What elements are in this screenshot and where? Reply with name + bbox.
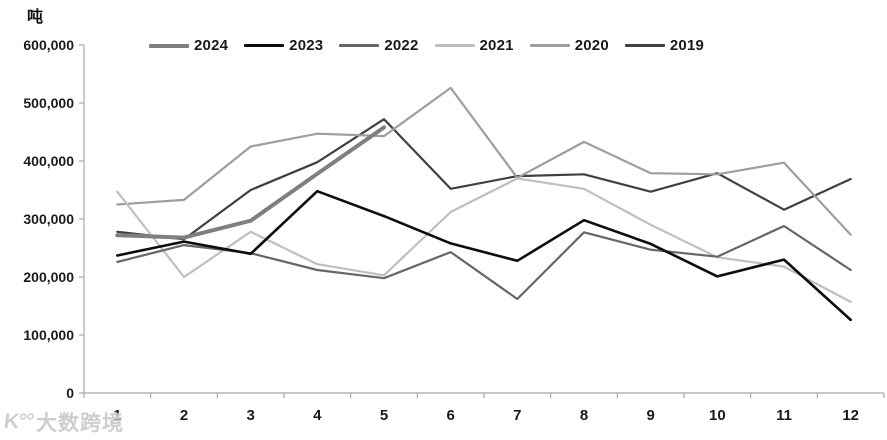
x-axis-tick-label: 12 (842, 407, 859, 424)
legend-label: 2023 (289, 37, 324, 54)
series-line-2021 (116, 177, 852, 303)
x-axis-tick-label: 7 (513, 407, 521, 424)
x-axis-tick-label: 5 (380, 407, 388, 424)
legend-swatch-2022 (339, 44, 380, 47)
legend-label: 2022 (384, 37, 419, 54)
legend-label: 2020 (574, 37, 609, 54)
x-axis-tick-label: 2 (180, 407, 188, 424)
series-line-2019 (116, 118, 852, 241)
legend-swatch-2023 (244, 44, 285, 47)
x-axis-tick-label: 8 (580, 407, 588, 424)
legend-item-2021: 2021 (434, 37, 514, 54)
y-axis-tick-label: 300,000 (23, 211, 74, 227)
x-axis-tick-label: 10 (709, 407, 726, 424)
y-axis-tick-label: 400,000 (23, 153, 74, 169)
y-axis-tick-label: 200,000 (23, 269, 74, 285)
legend-swatch-2019 (624, 44, 665, 47)
x-axis-tick-label: 9 (646, 407, 654, 424)
legend: 2024 2023 2022 2021 2020 2019 (149, 37, 704, 54)
x-axis-tick-label: 6 (446, 407, 454, 424)
series-line-2023 (116, 189, 853, 322)
series-line-2024 (115, 125, 386, 240)
watermark-logo-icon: K°° (2, 410, 35, 433)
x-axis-tick-label: 3 (246, 407, 254, 424)
y-axis-tick-label: 500,000 (23, 95, 74, 111)
legend-item-2019: 2019 (624, 37, 705, 54)
legend-label: 2019 (669, 37, 705, 54)
y-axis-tick-label: 100,000 (23, 327, 74, 343)
legend-label: 2024 (194, 37, 229, 54)
watermark: K°° 大数跨境 (2, 407, 124, 437)
legend-swatch-2020 (529, 44, 570, 47)
y-axis-tick-label: 600,000 (23, 37, 74, 53)
x-axis-tick-label: 11 (776, 407, 792, 424)
legend-item-2022: 2022 (339, 37, 418, 54)
legend-swatch-2021 (434, 44, 475, 47)
series-line-2020 (116, 86, 852, 236)
legend-item-2023: 2023 (244, 37, 323, 54)
series-line-2022 (116, 224, 852, 301)
y-axis-unit-label: 吨 (27, 9, 44, 26)
watermark-text: 大数跨境 (35, 412, 124, 435)
legend-item-2020: 2020 (529, 37, 609, 54)
x-axis-tick-label: 4 (313, 407, 322, 424)
legend-swatch-2024 (149, 43, 189, 48)
legend-item-2024: 2024 (149, 37, 228, 54)
y-axis-tick-label: 0 (66, 385, 74, 401)
legend-label: 2021 (479, 37, 514, 54)
x-axis-tick-label: 1 (113, 407, 121, 424)
